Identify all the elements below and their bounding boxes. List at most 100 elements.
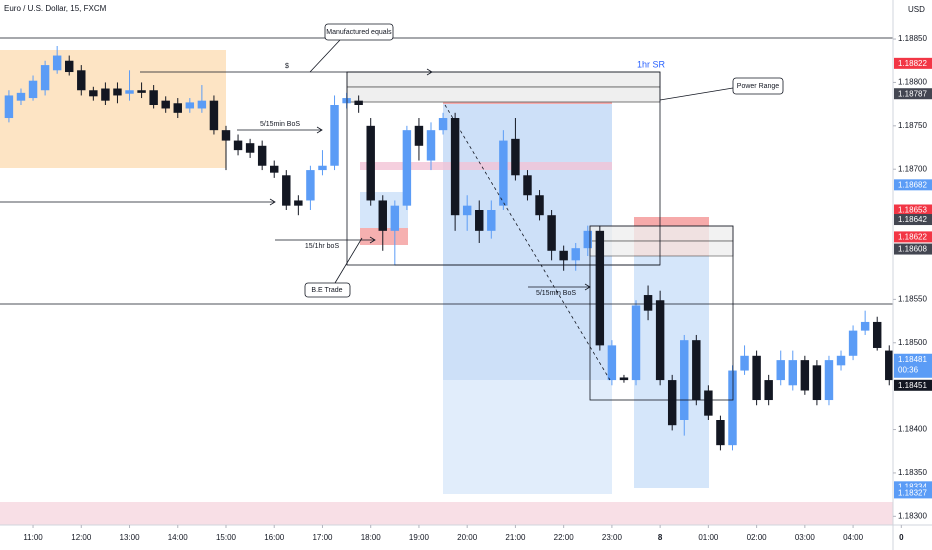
candle-body — [426, 130, 436, 161]
candle-body — [764, 380, 773, 401]
arrow — [140, 68, 433, 76]
candle-body — [752, 355, 761, 401]
candle-body — [547, 215, 556, 251]
candle-body — [414, 125, 424, 146]
candle-body — [354, 100, 363, 105]
candles — [4, 45, 894, 451]
x-tick-label: 19:00 — [409, 533, 430, 542]
candle-body — [270, 165, 279, 173]
x-tick-label: 17:00 — [312, 533, 333, 542]
zone — [346, 86, 661, 103]
candle-body — [390, 205, 400, 231]
zone — [360, 162, 612, 170]
candle-body — [559, 250, 568, 261]
candle-body — [233, 140, 243, 151]
price-badge — [894, 179, 932, 191]
countdown: 00:36 — [898, 365, 919, 374]
candle-body — [462, 205, 472, 216]
candle-body — [4, 95, 14, 119]
price-badge-label: 1.18653 — [898, 206, 927, 215]
drawings — [0, 23, 893, 401]
callout — [732, 77, 784, 95]
price-badge-label: 1.18822 — [898, 59, 927, 68]
x-tick-label: 23:00 — [602, 533, 623, 542]
candle-body — [149, 90, 158, 105]
candle-body — [450, 118, 460, 216]
x-tick-label: 04:00 — [843, 533, 864, 542]
candle-body — [475, 210, 484, 231]
candle-body — [848, 330, 858, 356]
price-badge — [894, 353, 932, 378]
time-axis — [0, 525, 932, 550]
candle-body — [402, 130, 412, 206]
price-badge-label: 1.18608 — [898, 245, 927, 254]
x-tick-label: 14:00 — [168, 533, 189, 542]
candle-body — [619, 377, 629, 381]
x-tick-label: 20:00 — [457, 533, 478, 542]
candle-body — [680, 340, 689, 420]
x-tick-label: 22:00 — [554, 533, 575, 542]
candle-body — [824, 360, 834, 401]
candle-body — [245, 143, 255, 153]
x-tick-label: 8 — [658, 533, 663, 542]
candle-body — [257, 145, 267, 166]
candle-body — [438, 118, 448, 131]
candle-body — [77, 70, 86, 91]
arrow — [275, 236, 376, 244]
candle-body — [788, 360, 798, 386]
candle-body — [197, 100, 207, 109]
candle-body — [366, 125, 375, 201]
candle-body — [294, 200, 303, 206]
candle-body — [716, 420, 725, 446]
x-tick-label: 13:00 — [120, 533, 141, 542]
candle-body — [318, 165, 327, 171]
candle-body — [499, 140, 508, 206]
arrow — [528, 283, 591, 291]
y-tick-label: 1.18800 — [898, 78, 927, 87]
candle-body — [28, 80, 38, 99]
x-tick-label: 21:00 — [505, 533, 526, 542]
zone — [360, 228, 408, 245]
candle-body — [221, 130, 231, 141]
candle-body — [571, 248, 580, 261]
candle-body — [101, 88, 110, 101]
candle-body — [800, 360, 810, 391]
arrow — [0, 198, 276, 206]
zone — [589, 240, 734, 257]
x-tick-label: 0 — [899, 533, 904, 542]
candle-body — [487, 210, 496, 231]
candle-body — [113, 88, 122, 96]
chart-title: Euro / U.S. Dollar, 15, FXCM — [4, 4, 107, 13]
candle-body — [692, 340, 701, 401]
candle-body — [185, 102, 195, 109]
candle-body — [137, 90, 146, 93]
box — [589, 225, 734, 401]
callout — [304, 282, 351, 298]
annotation: Manufactured equals — [326, 29, 392, 36]
arrow — [237, 126, 323, 134]
candle-body — [282, 175, 291, 206]
pointer — [309, 39, 341, 73]
price-badge-label: 1.18642 — [898, 215, 927, 224]
candle-body — [776, 360, 785, 381]
candle-body — [89, 90, 98, 97]
candle-body — [161, 100, 170, 109]
x-tick-label: 11:00 — [23, 533, 43, 542]
zone — [0, 50, 226, 168]
zone — [443, 380, 612, 494]
y-tick-label: 1.18850 — [898, 34, 927, 43]
candle-body — [306, 170, 315, 201]
candle-body — [607, 345, 617, 381]
candle-body — [860, 321, 870, 331]
pointer — [659, 87, 734, 101]
currency: USD — [908, 5, 925, 14]
price-badge — [894, 88, 932, 100]
candle-body — [583, 230, 592, 249]
y-tick-label: 1.18350 — [898, 468, 927, 477]
candle-body — [631, 305, 641, 381]
candle-body — [523, 175, 532, 196]
price-badge-label: 1.18787 — [898, 89, 927, 98]
candle-body — [52, 55, 62, 71]
axes: 1.18850 1.18800 1.18750 1.18700 1.18550 1.185… — [23, 34, 932, 542]
